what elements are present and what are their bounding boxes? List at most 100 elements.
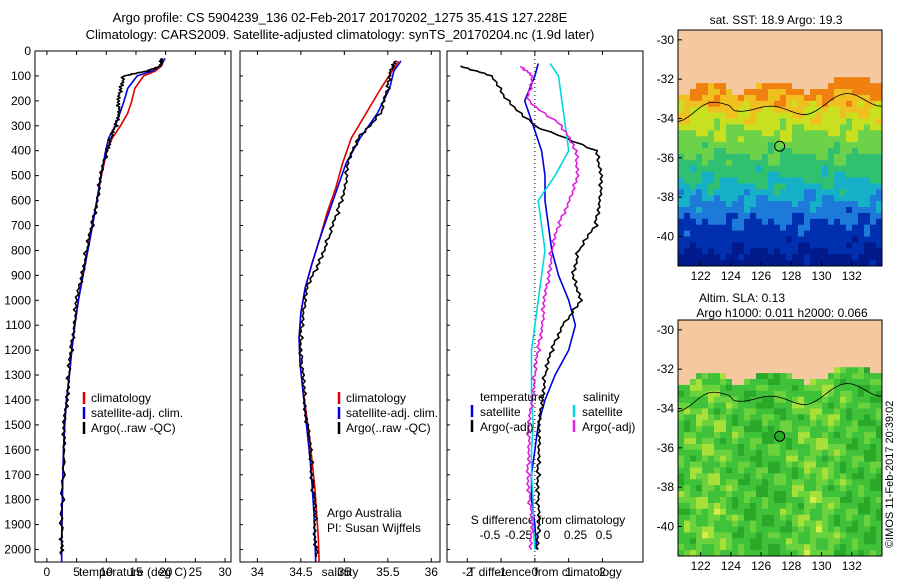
map-cell bbox=[774, 320, 781, 327]
map-cell bbox=[828, 212, 835, 220]
map-cell bbox=[786, 514, 793, 521]
map-cell bbox=[864, 485, 871, 492]
map-cell bbox=[702, 514, 709, 521]
map-cell bbox=[804, 100, 811, 108]
map-cell bbox=[846, 443, 853, 451]
map-cell bbox=[858, 100, 865, 108]
map-cell bbox=[834, 201, 841, 208]
map-cell bbox=[738, 396, 745, 403]
map-cell bbox=[828, 485, 835, 492]
map-cell bbox=[786, 497, 793, 504]
map-cell bbox=[726, 212, 733, 220]
map-cell bbox=[792, 420, 799, 427]
depth-tick-label: 1800 bbox=[4, 493, 31, 507]
map-cell bbox=[750, 124, 757, 131]
map-cell bbox=[828, 177, 835, 184]
map-cell bbox=[750, 491, 757, 498]
map-cell bbox=[864, 53, 871, 60]
map-cell bbox=[852, 320, 859, 327]
map-cell bbox=[792, 373, 799, 380]
x-tick-label: 0 bbox=[532, 565, 539, 579]
map-cell bbox=[828, 35, 835, 43]
map-cell bbox=[756, 183, 763, 190]
map-cell bbox=[864, 402, 871, 409]
map-cell bbox=[702, 520, 709, 527]
map-cell bbox=[702, 402, 709, 409]
map-x-tick-label: 126 bbox=[751, 559, 771, 573]
map-cell bbox=[750, 89, 757, 96]
map-cell bbox=[690, 502, 697, 510]
map-cell bbox=[786, 502, 793, 510]
temperature-profiles bbox=[58, 57, 166, 562]
map-cell bbox=[780, 201, 787, 208]
map-cell bbox=[864, 349, 871, 356]
map-cell bbox=[708, 100, 715, 108]
map-cell bbox=[732, 89, 739, 96]
map-cell bbox=[756, 502, 763, 510]
map-cell bbox=[780, 491, 787, 498]
map-cell bbox=[762, 89, 769, 96]
map-cell bbox=[810, 218, 817, 226]
map-cell bbox=[834, 177, 841, 184]
map-cell bbox=[828, 153, 835, 161]
map-cell bbox=[714, 230, 721, 237]
map-cell bbox=[774, 520, 781, 527]
map-cell bbox=[738, 349, 745, 356]
map-cell bbox=[720, 30, 727, 37]
map-cell bbox=[768, 544, 775, 551]
map-cell bbox=[780, 248, 787, 255]
map-cell bbox=[720, 349, 727, 356]
map-cell bbox=[792, 41, 799, 49]
map-cell bbox=[786, 473, 793, 480]
map-cell bbox=[708, 41, 715, 49]
map-cell bbox=[720, 89, 727, 96]
map-cell bbox=[846, 502, 853, 510]
map-cell bbox=[780, 408, 787, 415]
map-cell bbox=[846, 260, 853, 266]
map-cell bbox=[768, 230, 775, 237]
map-cell bbox=[840, 47, 847, 54]
map-cell bbox=[732, 230, 739, 237]
map-cell bbox=[804, 355, 811, 362]
map-cell bbox=[774, 218, 781, 226]
map-cell bbox=[750, 367, 757, 374]
map-cell bbox=[810, 212, 817, 220]
map-cell bbox=[864, 367, 871, 374]
map-cell bbox=[774, 212, 781, 220]
map-cell bbox=[798, 35, 805, 43]
map-cell bbox=[816, 195, 823, 202]
map-cell bbox=[762, 384, 769, 392]
map-cell bbox=[816, 159, 823, 167]
map-cell bbox=[816, 461, 823, 468]
map-cell bbox=[750, 514, 757, 521]
map-cell bbox=[714, 325, 721, 333]
map-cell bbox=[768, 526, 775, 533]
map-cell bbox=[870, 254, 877, 261]
map-cell bbox=[684, 544, 691, 551]
map-cell bbox=[714, 53, 721, 60]
map-cell bbox=[816, 497, 823, 504]
map-cell bbox=[744, 153, 751, 161]
map-cell bbox=[840, 361, 847, 368]
map-cell bbox=[762, 59, 769, 66]
map-cell bbox=[828, 455, 835, 462]
map-cell bbox=[822, 177, 829, 184]
x-tick-label: 10 bbox=[100, 565, 114, 579]
map-cell bbox=[786, 260, 793, 266]
map-cell bbox=[858, 47, 865, 54]
map-cell bbox=[798, 379, 805, 386]
map-cell bbox=[684, 53, 691, 60]
map-cell bbox=[696, 118, 703, 125]
map-cell bbox=[744, 201, 751, 208]
map-cell bbox=[786, 508, 793, 516]
map-cell bbox=[846, 538, 853, 545]
map-cell bbox=[750, 461, 757, 468]
map-cell bbox=[786, 438, 793, 445]
map-cell bbox=[870, 201, 877, 208]
map-cell bbox=[810, 248, 817, 255]
map-cell bbox=[816, 236, 823, 243]
map-cell bbox=[804, 449, 811, 457]
map-cell bbox=[822, 118, 829, 125]
map-cell bbox=[822, 106, 829, 113]
map-cell bbox=[750, 207, 757, 214]
